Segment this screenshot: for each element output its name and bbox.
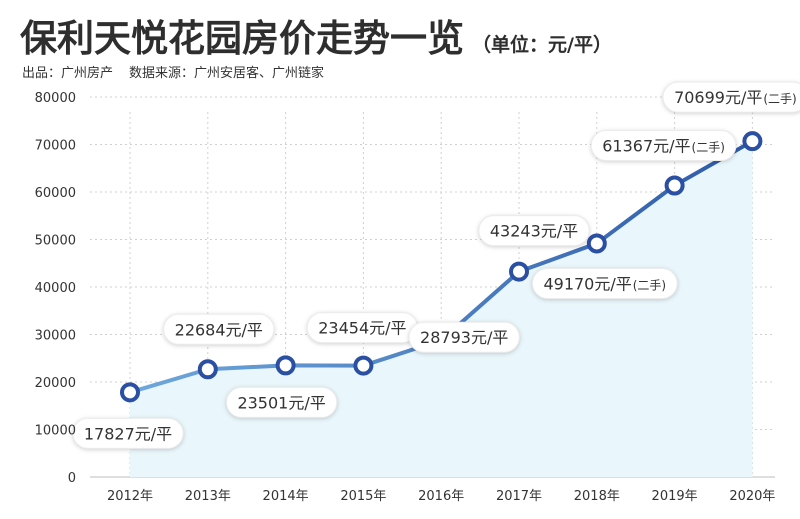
y-tick-label: 40000 (35, 281, 76, 296)
page-title: 保利天悦花园房价走势一览 (20, 17, 464, 60)
data-label: 22684元/平 (163, 313, 275, 345)
data-label-text: 17827元/平 (84, 424, 172, 443)
y-tick-label: 20000 (35, 376, 76, 391)
y-tick-label: 0 (68, 471, 76, 486)
data-label: 49170元/平(二手) (531, 267, 678, 299)
data-label: 28793元/平 (408, 321, 520, 353)
data-label-bg (478, 215, 590, 247)
data-label-bg (590, 130, 737, 162)
data-label-text: 28793元/平 (420, 328, 508, 347)
y-tick-label: 10000 (35, 424, 76, 439)
data-label-text: 22684元/平 (175, 320, 263, 339)
data-label-value: 28793元/平 (420, 328, 508, 347)
x-tick-label: 2014年 (263, 489, 309, 504)
data-label-bg (163, 313, 275, 345)
x-tick-label: 2012年 (107, 489, 153, 504)
data-label: 70699元/平(二手) (662, 81, 800, 113)
data-point (353, 355, 374, 376)
data-label-suffix: (二手) (692, 141, 725, 155)
y-tick-label: 70000 (35, 139, 76, 154)
x-tick-label: 2020年 (729, 489, 775, 504)
data-label-bg (225, 386, 338, 418)
data-label-value: 22684元/平 (175, 320, 263, 339)
data-label-value: 23501元/平 (237, 393, 325, 412)
y-tick-label: 80000 (35, 91, 76, 106)
data-point (120, 382, 140, 403)
data-label-bg (72, 417, 184, 449)
y-tick-label: 30000 (35, 329, 76, 344)
data-label-text: 43243元/平 (490, 222, 578, 241)
data-label: 23454元/平 (306, 312, 419, 344)
data-label-value: 70699元/平 (674, 88, 762, 107)
x-tick-label: 2016年 (418, 489, 464, 504)
data-label-suffix: (二手) (633, 278, 666, 292)
data-label-value: 43243元/平 (490, 222, 578, 241)
x-tick-label: 2019年 (652, 489, 698, 504)
x-tick-label: 2017年 (496, 489, 542, 504)
x-tick-label: 2018年 (574, 489, 620, 504)
data-label: 23501元/平 (225, 386, 338, 418)
data-label-value: 49170元/平 (543, 274, 631, 293)
source-line: 出品：广州房产 数据来源：广州安居客、广州链家 (22, 62, 324, 81)
data-source-text: 数据来源：广州安居客、广州链家 (129, 66, 325, 81)
title-row: 保利天悦花园房价走势一览 （单位：元/平） (20, 8, 612, 62)
y-tick-label: 60000 (35, 186, 76, 201)
data-label-value: 17827元/平 (84, 424, 172, 443)
y-tick-label: 50000 (35, 234, 76, 249)
axis-layer: 0 10000 20000 30000 40000 50000 60000 70000 8000… (35, 91, 776, 504)
label-layer: 17827元/平 22684元/平 23501元/平 23454元/平 28793元/平… (72, 81, 800, 449)
data-label-bg (662, 81, 800, 113)
data-label-text: 70699元/平(二手) (674, 88, 797, 107)
x-tick-label: 2013年 (185, 489, 231, 504)
data-label-bg (531, 267, 678, 299)
data-label-value: 23454元/平 (318, 319, 406, 338)
data-point (197, 359, 218, 380)
data-point (742, 131, 763, 152)
unit-note: （单位：元/平） (472, 34, 612, 56)
x-tick-label: 2015年 (340, 489, 386, 504)
data-label-value: 61367元/平 (602, 137, 690, 156)
data-label-suffix: (二手) (763, 92, 796, 106)
data-label: 61367元/平(二手) (590, 130, 737, 162)
data-label-text: 61367元/平(二手) (602, 137, 725, 156)
data-label: 43243元/平 (478, 215, 590, 247)
data-point (509, 261, 529, 282)
data-point (586, 233, 607, 254)
data-label-text: 23454元/平 (318, 319, 406, 338)
data-label: 17827元/平 (72, 417, 184, 449)
data-point (664, 175, 685, 196)
data-label-bg (408, 321, 520, 353)
data-label-text: 49170元/平(二手) (543, 274, 666, 293)
data-point (275, 355, 296, 376)
data-label-text: 23501元/平 (237, 393, 325, 412)
publisher-text: 出品：广州房产 (22, 66, 114, 81)
